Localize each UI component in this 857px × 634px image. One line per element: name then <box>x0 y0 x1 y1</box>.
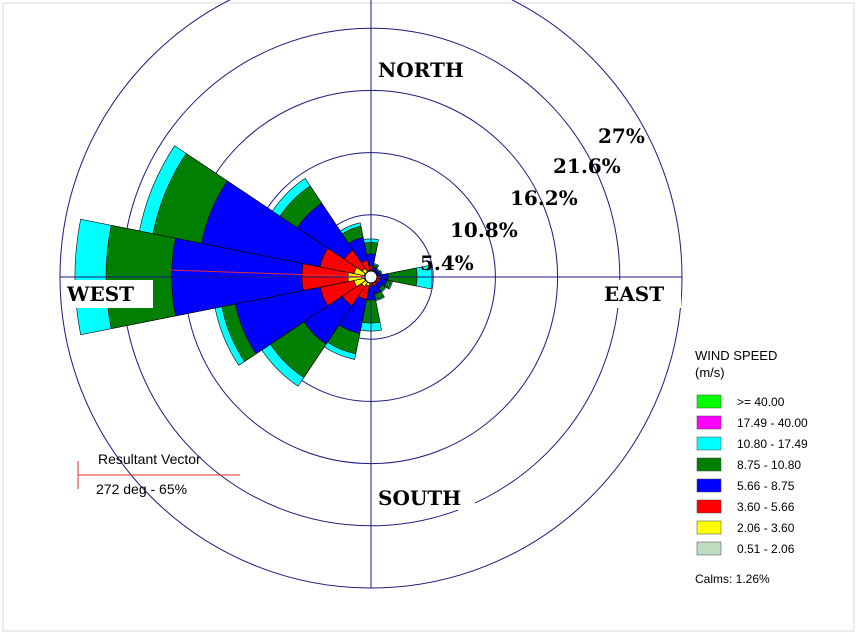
west-label-bg <box>65 280 153 308</box>
south-label-bg <box>377 484 475 510</box>
calm-circle <box>364 270 378 284</box>
ring-label-1: 5.4% <box>420 251 474 275</box>
resultant-vector-label: Resultant Vector <box>98 451 201 467</box>
legend-label-3: 8.75 - 10.80 <box>737 458 801 472</box>
legend-swatch-5 <box>696 499 722 514</box>
legend-swatch-7 <box>696 541 722 556</box>
legend-label-7: 0.51 - 2.06 <box>737 542 795 556</box>
east-label: EAST <box>604 282 664 306</box>
north-label: NORTH <box>378 58 464 82</box>
ring-label-2: 10.8% <box>450 218 518 242</box>
legend-swatch-3 <box>696 457 722 472</box>
ring-label-4: 21.6% <box>553 154 621 178</box>
north-label-bg <box>377 56 485 82</box>
south-label: SOUTH <box>378 486 461 510</box>
resultant-vector-legend: Resultant Vector 272 deg - 65% <box>77 451 240 497</box>
legend-swatch-2 <box>696 436 722 451</box>
legend-label-2: 10.80 - 17.49 <box>737 437 808 451</box>
legend-label-5: 3.60 - 5.66 <box>737 500 795 514</box>
ring-label-3: 16.2% <box>510 186 578 210</box>
resultant-vector-value: 272 deg - 65% <box>96 481 187 497</box>
legend-label-1: 17.49 - 40.00 <box>737 416 808 430</box>
wind-sectors <box>74 145 433 387</box>
legend-label-0: >= 40.00 <box>737 395 785 409</box>
east-label-bg <box>603 280 681 308</box>
legend-swatch-1 <box>696 415 722 430</box>
legend-swatch-4 <box>696 478 722 493</box>
legend-units: (m/s) <box>695 365 725 380</box>
legend-swatch-0 <box>696 394 722 409</box>
legend-items: >= 40.00 17.49 - 40.00 10.80 - 17.49 8.75 -… <box>696 394 808 556</box>
ring-label-5: 27% <box>598 124 645 148</box>
legend-title: WIND SPEED <box>695 348 777 363</box>
legend-swatch-6 <box>696 520 722 535</box>
legend-calms: Calms: 1.26% <box>695 572 770 586</box>
wind-speed-legend: WIND SPEED (m/s) >= 40.00 17.49 - 40.00 10… <box>695 348 808 586</box>
resultant-vector-arrow <box>168 269 372 278</box>
compass-axes <box>60 0 682 588</box>
legend-label-4: 5.66 - 8.75 <box>737 479 795 493</box>
west-label: WEST <box>66 282 134 306</box>
legend-label-6: 2.06 - 3.60 <box>737 521 795 535</box>
